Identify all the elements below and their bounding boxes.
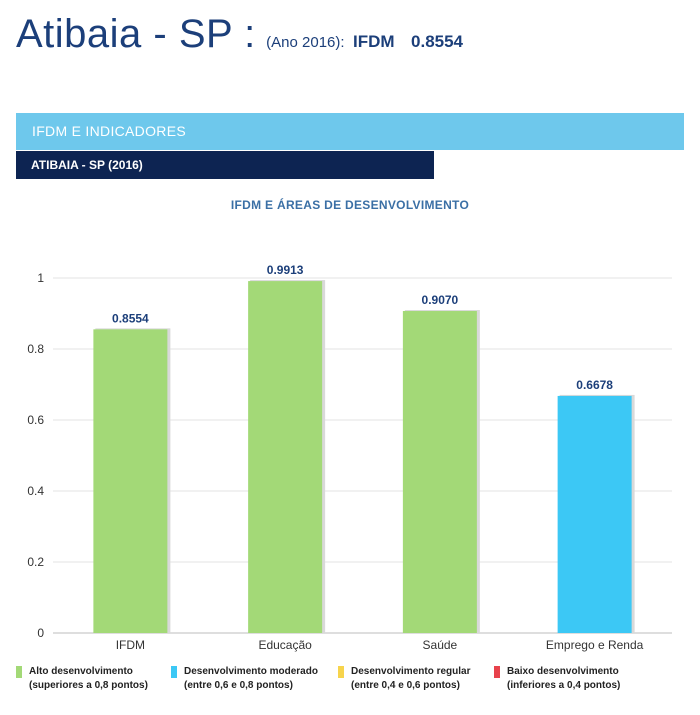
bar-chart: IFDM E ÁREAS DE DESENVOLVIMENTO 0 0.2 0.4 0.… bbox=[27, 197, 672, 652]
legend-label: Baixo desenvolvimento (inferiores a 0,4 p… bbox=[507, 665, 620, 693]
section-header: IFDM E INDICADORES bbox=[16, 113, 684, 150]
ifdm-value: 0.8554 bbox=[411, 32, 464, 51]
legend-swatch bbox=[171, 666, 177, 678]
legend-label-title: Baixo desenvolvimento bbox=[507, 666, 619, 677]
x-tick-label: Educação bbox=[258, 638, 312, 652]
data-label: 0.9070 bbox=[422, 293, 459, 307]
year-label: (Ano 2016): bbox=[266, 34, 345, 51]
legend-swatch bbox=[16, 666, 22, 678]
x-tick-label: IFDM bbox=[116, 638, 145, 652]
data-label: 0.8554 bbox=[112, 311, 149, 325]
legend-label-title: Desenvolvimento moderado bbox=[184, 666, 318, 677]
legend-label: Alto desenvolvimento (superiores a 0,8 po… bbox=[29, 665, 148, 693]
legend: Alto desenvolvimento (superiores a 0,8 po… bbox=[0, 665, 700, 705]
chart-title: IFDM E ÁREAS DE DESENVOLVIMENTO bbox=[231, 197, 469, 212]
bar bbox=[557, 395, 632, 633]
y-tick-label: 1 bbox=[37, 271, 44, 285]
y-tick-label: 0.6 bbox=[27, 413, 44, 427]
legend-label-range: (superiores a 0,8 pontos) bbox=[29, 680, 148, 691]
legend-label: Desenvolvimento regular (entre 0,4 e 0,6 … bbox=[351, 665, 470, 693]
legend-label-range: (entre 0,6 e 0,8 pontos) bbox=[184, 680, 293, 691]
legend-label-range: (inferiores a 0,4 pontos) bbox=[507, 680, 621, 691]
bar bbox=[402, 311, 477, 633]
legend-label-title: Desenvolvimento regular bbox=[351, 666, 471, 677]
y-tick-label: 0.8 bbox=[27, 342, 44, 356]
x-tick-label: Saúde bbox=[423, 638, 458, 652]
data-label: 0.6678 bbox=[576, 378, 613, 392]
bar bbox=[93, 329, 168, 633]
legend-swatch bbox=[338, 666, 344, 678]
legend-label-title: Alto desenvolvimento bbox=[29, 666, 133, 677]
section-subheader: ATIBAIA - SP (2016) bbox=[16, 151, 434, 179]
legend-swatch bbox=[494, 666, 500, 678]
bar bbox=[248, 281, 323, 633]
city-name: Atibaia - SP : bbox=[16, 12, 256, 56]
ifdm-label: IFDM bbox=[353, 32, 395, 51]
legend-label-range: (entre 0,4 e 0,6 pontos) bbox=[351, 680, 460, 691]
legend-label: Desenvolvimento moderado (entre 0,6 e 0,8… bbox=[184, 665, 318, 693]
x-tick-label: Emprego e Renda bbox=[546, 638, 644, 652]
y-tick-label: 0.2 bbox=[27, 555, 44, 569]
y-tick-label: 0.4 bbox=[27, 484, 44, 498]
y-tick-label: 0 bbox=[37, 626, 44, 640]
page-title: Atibaia - SP : (Ano 2016): IFDM 0.8554 bbox=[16, 12, 463, 57]
data-label: 0.9913 bbox=[267, 263, 304, 277]
